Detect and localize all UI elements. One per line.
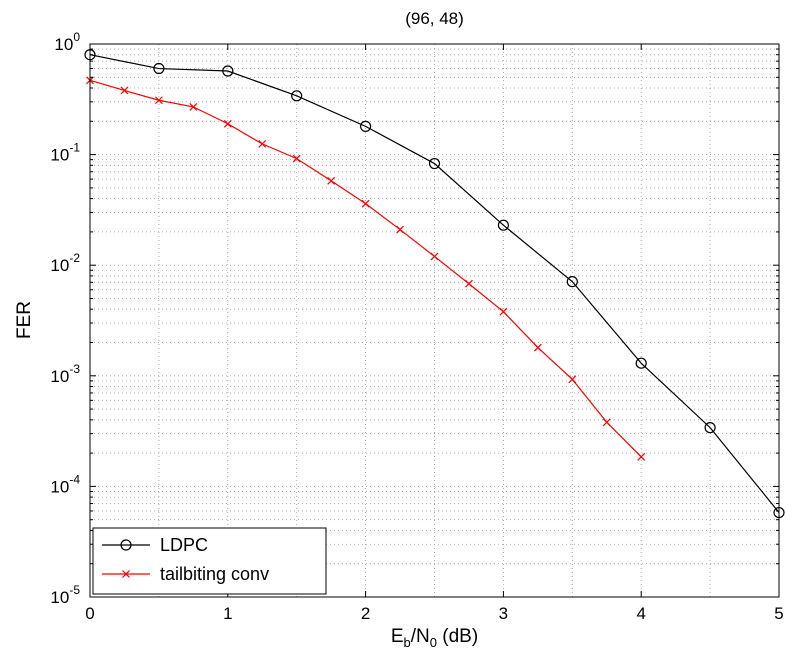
data-point-ldpc: [428, 157, 441, 170]
data-point-tailbiting: [223, 119, 232, 128]
data-point-tailbiting: [465, 279, 473, 288]
x-axis-label: Eb/N0 (dB): [391, 626, 478, 650]
data-point-ldpc: [291, 90, 303, 102]
data-point-tailbiting: [327, 176, 336, 185]
legend-entry-tailbiting: tailbiting conv: [102, 564, 269, 584]
data-point-tailbiting: [120, 86, 129, 95]
x-tick-label: 2: [361, 604, 370, 623]
y-tick-label: 10-3: [50, 362, 80, 386]
axis-ticks: 0 1 2 3 4 5 100 10-1 10-2 10-3 10-4 10-5: [50, 30, 783, 623]
x-tick-label: 5: [774, 604, 783, 623]
data-point-tailbiting: [637, 452, 646, 461]
legend-label-ldpc: LDPC: [160, 535, 208, 555]
legend-marker-ldpc: [120, 539, 132, 551]
data-point-tailbiting: [602, 418, 611, 427]
data-point-tailbiting: [499, 307, 508, 316]
legend-entry-ldpc: LDPC: [102, 535, 208, 555]
data-point-tailbiting: [361, 199, 370, 208]
y-tick-label: 10-2: [50, 251, 80, 275]
x-tick-label: 4: [636, 604, 645, 623]
chart-title: (96, 48): [405, 9, 464, 28]
data-point-ldpc: [635, 357, 647, 369]
legend-label-tailbiting: tailbiting conv: [160, 564, 269, 584]
series-line-ldpc: [89, 54, 780, 513]
y-tick-label: 10-1: [50, 141, 80, 165]
legend-marker-tailbiting: [122, 570, 130, 578]
plot-frame: [89, 43, 780, 598]
data-point-tailbiting: [430, 252, 439, 261]
data-point-ldpc: [153, 62, 165, 75]
data-point-ldpc: [360, 120, 372, 132]
data-point-tailbiting: [258, 139, 267, 148]
legend-box: [92, 527, 327, 595]
data-point-tailbiting: [568, 375, 577, 384]
series-layer: [84, 49, 785, 519]
x-tick-label: 1: [223, 604, 232, 623]
legend: LDPC tailbiting conv: [92, 527, 327, 595]
data-point-tailbiting: [189, 102, 198, 111]
data-point-ldpc: [222, 65, 234, 77]
y-axis-label: FER: [14, 301, 35, 339]
grid-lines: [90, 44, 779, 597]
data-point-ldpc: [497, 219, 509, 231]
x-tick-label: 3: [499, 604, 508, 623]
data-point-ldpc: [566, 276, 578, 288]
data-point-tailbiting: [533, 343, 542, 352]
data-point-tailbiting: [154, 96, 163, 105]
data-point-tailbiting: [292, 154, 301, 163]
y-tick-label: 10-5: [50, 583, 80, 607]
y-tick-label: 10-4: [50, 472, 80, 496]
data-point-ldpc: [704, 422, 716, 434]
y-tick-label: 100: [54, 30, 80, 54]
data-point-tailbiting: [396, 225, 404, 234]
x-tick-label: 0: [85, 604, 94, 623]
